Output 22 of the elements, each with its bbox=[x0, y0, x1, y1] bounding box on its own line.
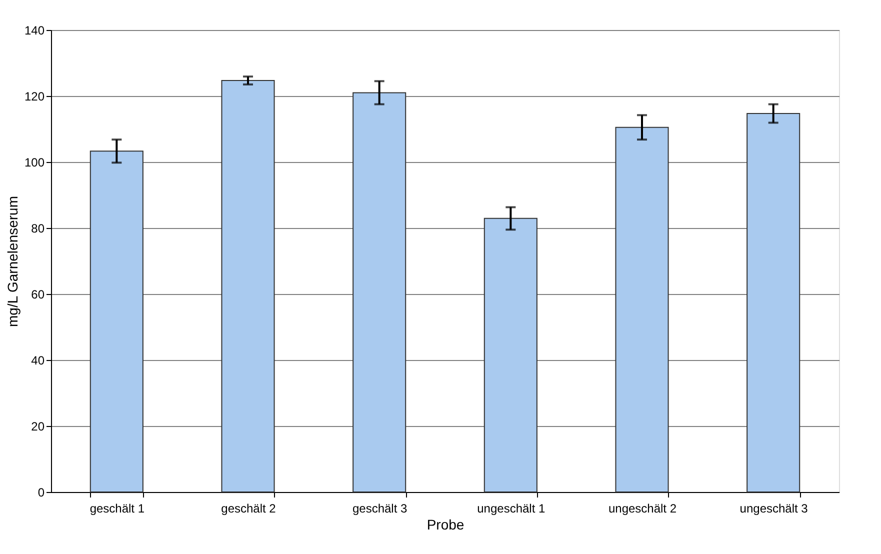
y-tick-label: 80 bbox=[31, 222, 45, 236]
x-tick-label: ungeschält 3 bbox=[740, 502, 808, 516]
y-tick-label: 40 bbox=[31, 354, 45, 368]
bar bbox=[746, 112, 800, 492]
y-tick-label: 140 bbox=[24, 24, 45, 38]
y-tick-label: 100 bbox=[24, 156, 45, 170]
bar bbox=[484, 218, 538, 492]
x-tick-label: ungeschält 2 bbox=[608, 502, 677, 516]
bar bbox=[221, 80, 275, 492]
y-axis-title: mg/L Garnelenserum bbox=[4, 196, 20, 327]
y-tick-label: 60 bbox=[31, 288, 45, 302]
x-tick-label: geschält 1 bbox=[90, 502, 145, 516]
bar bbox=[615, 126, 669, 492]
bar bbox=[352, 92, 406, 492]
y-tick-label: 20 bbox=[31, 420, 45, 434]
x-tick-label: ungeschält 1 bbox=[477, 502, 546, 516]
x-tick-label: geschält 3 bbox=[352, 502, 408, 516]
y-tick-label: 120 bbox=[24, 90, 45, 104]
x-axis-title: Probe bbox=[426, 516, 464, 532]
bar bbox=[90, 150, 144, 492]
y-tick-label: 0 bbox=[38, 486, 45, 500]
x-tick-label: geschält 2 bbox=[221, 502, 276, 516]
